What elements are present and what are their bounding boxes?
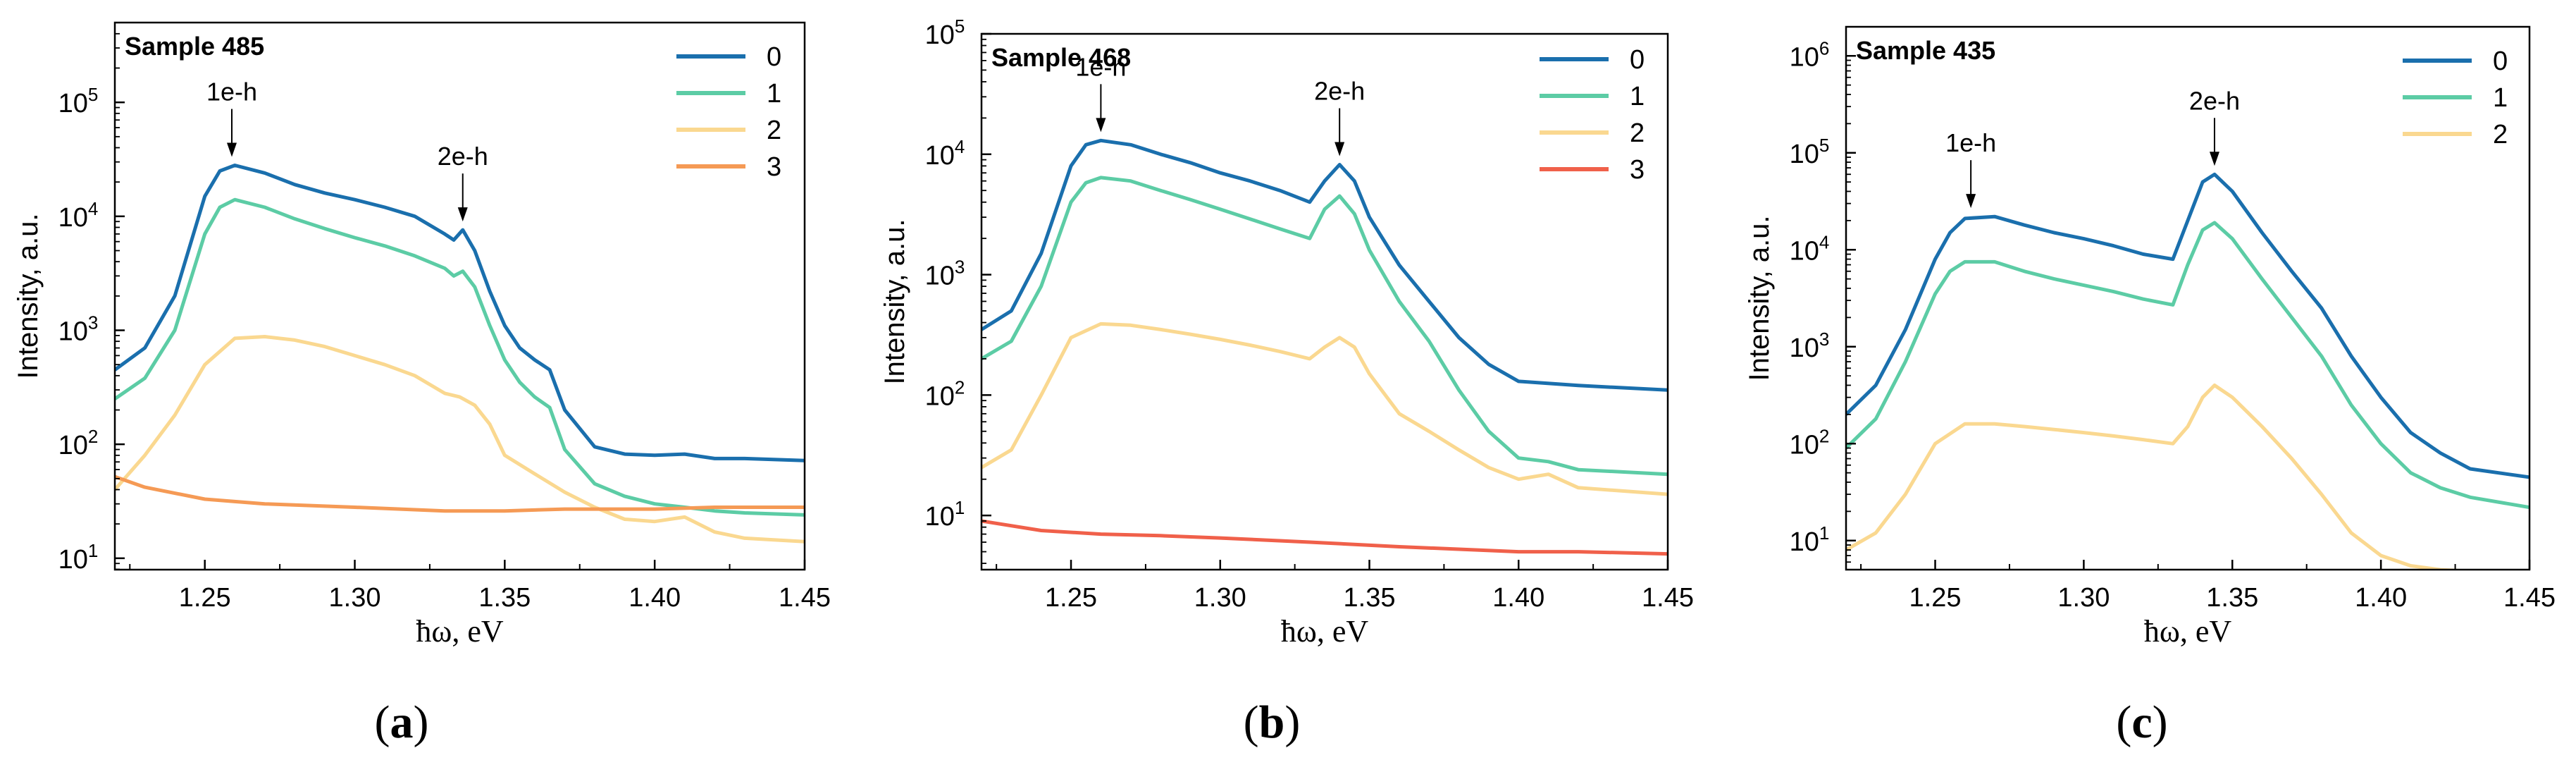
legend-label-2: 2 bbox=[1630, 118, 1645, 148]
y-tick-label: 101 bbox=[1790, 522, 1830, 557]
x-tick-label: 1.35 bbox=[1344, 583, 1396, 613]
y-tick-label: 103 bbox=[58, 312, 99, 347]
annotation-arrowhead bbox=[1335, 142, 1345, 157]
annotation-label: 1e-h bbox=[1945, 128, 1996, 157]
annotation-arrowhead bbox=[2209, 152, 2219, 166]
x-axis-label: ħω, eV bbox=[2144, 614, 2231, 649]
x-tick-label: 1.45 bbox=[1642, 583, 1694, 613]
annotation-arrowhead bbox=[1096, 118, 1106, 133]
series-line-0 bbox=[115, 164, 805, 462]
y-axis-label: Intensity, a.u. bbox=[1744, 216, 1775, 381]
x-tick-label: 1.25 bbox=[179, 583, 231, 613]
x-axis-label: ħω, eV bbox=[1281, 614, 1368, 649]
annotation-arrowhead bbox=[457, 207, 468, 222]
y-tick-label: 106 bbox=[1790, 37, 1830, 72]
legend-label-1: 1 bbox=[1630, 82, 1645, 111]
x-tick-label: 1.25 bbox=[1909, 583, 1962, 613]
y-tick-label: 102 bbox=[58, 426, 99, 460]
panel-label: (b) bbox=[1244, 697, 1301, 748]
x-tick-label: 1.40 bbox=[2355, 583, 2407, 613]
series-line-1 bbox=[982, 176, 1668, 477]
x-tick-label: 1.25 bbox=[1045, 583, 1097, 613]
panel-label: (c) bbox=[2116, 697, 2167, 748]
y-axis-label: Intensity, a.u. bbox=[879, 219, 910, 385]
series-line-1 bbox=[115, 197, 805, 517]
legend-label-2: 2 bbox=[767, 116, 781, 145]
x-tick-label: 1.45 bbox=[779, 583, 831, 613]
x-tick-label: 1.30 bbox=[2057, 583, 2110, 613]
legend-label-0: 0 bbox=[1630, 45, 1645, 75]
series-line-3 bbox=[982, 519, 1668, 556]
y-tick-label: 102 bbox=[925, 376, 965, 411]
y-tick-label: 104 bbox=[925, 136, 965, 171]
x-tick-label: 1.30 bbox=[1194, 583, 1246, 613]
panel-c: 1.25 1.30 1.35 1.40 1.45101102103104105106ħω… bbox=[1744, 25, 2556, 748]
series-line-2 bbox=[982, 321, 1668, 496]
chart-title: Sample 468 bbox=[991, 43, 1131, 72]
series-line-0 bbox=[1846, 172, 2529, 479]
series-line-3 bbox=[115, 474, 805, 513]
x-axis-label: ħω, eV bbox=[416, 614, 503, 649]
x-tick-label: 1.45 bbox=[2503, 583, 2556, 613]
legend-label-0: 0 bbox=[767, 42, 781, 72]
annotation-arrowhead bbox=[1966, 194, 1976, 209]
y-tick-label: 102 bbox=[1790, 425, 1830, 460]
y-tick-label: 105 bbox=[1790, 135, 1830, 169]
series-line-1 bbox=[1846, 221, 2529, 510]
legend-label-2: 2 bbox=[2493, 120, 2508, 149]
y-tick-label: 101 bbox=[58, 540, 99, 575]
legend-label-3: 3 bbox=[767, 152, 781, 182]
legend-label-0: 0 bbox=[2493, 47, 2508, 76]
annotation-label: 2e-h bbox=[2189, 86, 2240, 115]
x-tick-label: 1.35 bbox=[478, 583, 531, 613]
annotation-label: 1e-h bbox=[1075, 52, 1126, 81]
plot-frame bbox=[980, 32, 1669, 571]
series-group bbox=[1846, 172, 2529, 570]
plot-frame bbox=[1845, 25, 2531, 571]
series-line-0 bbox=[982, 138, 1668, 392]
chart-title: Sample 435 bbox=[1856, 36, 1995, 65]
legend-label-1: 1 bbox=[767, 79, 781, 109]
series-line-2 bbox=[1846, 384, 2475, 570]
y-tick-label: 104 bbox=[1790, 231, 1830, 266]
chart-title: Sample 485 bbox=[125, 32, 264, 61]
series-group bbox=[982, 138, 1668, 556]
series-group bbox=[115, 164, 805, 544]
annotation-arrowhead bbox=[227, 142, 237, 157]
y-tick-label: 104 bbox=[58, 198, 99, 233]
annotation-label: 2e-h bbox=[1314, 77, 1365, 106]
y-axis-label: Intensity, a.u. bbox=[13, 214, 44, 379]
y-tick-label: 105 bbox=[925, 16, 965, 50]
legend-label-1: 1 bbox=[2493, 83, 2508, 113]
y-tick-label: 105 bbox=[58, 84, 99, 118]
x-tick-label: 1.30 bbox=[329, 583, 381, 613]
y-tick-label: 103 bbox=[925, 257, 965, 291]
series-line-2 bbox=[115, 335, 805, 544]
y-tick-label: 103 bbox=[1790, 329, 1830, 363]
x-tick-label: 1.40 bbox=[1492, 583, 1544, 613]
panel-label: (a) bbox=[375, 697, 429, 748]
x-tick-label: 1.35 bbox=[2206, 583, 2258, 613]
annotation-label: 2e-h bbox=[438, 142, 488, 171]
annotation-label: 1e-h bbox=[206, 78, 257, 106]
x-tick-label: 1.40 bbox=[628, 583, 681, 613]
y-tick-label: 101 bbox=[925, 497, 965, 532]
legend-label-3: 3 bbox=[1630, 155, 1645, 185]
